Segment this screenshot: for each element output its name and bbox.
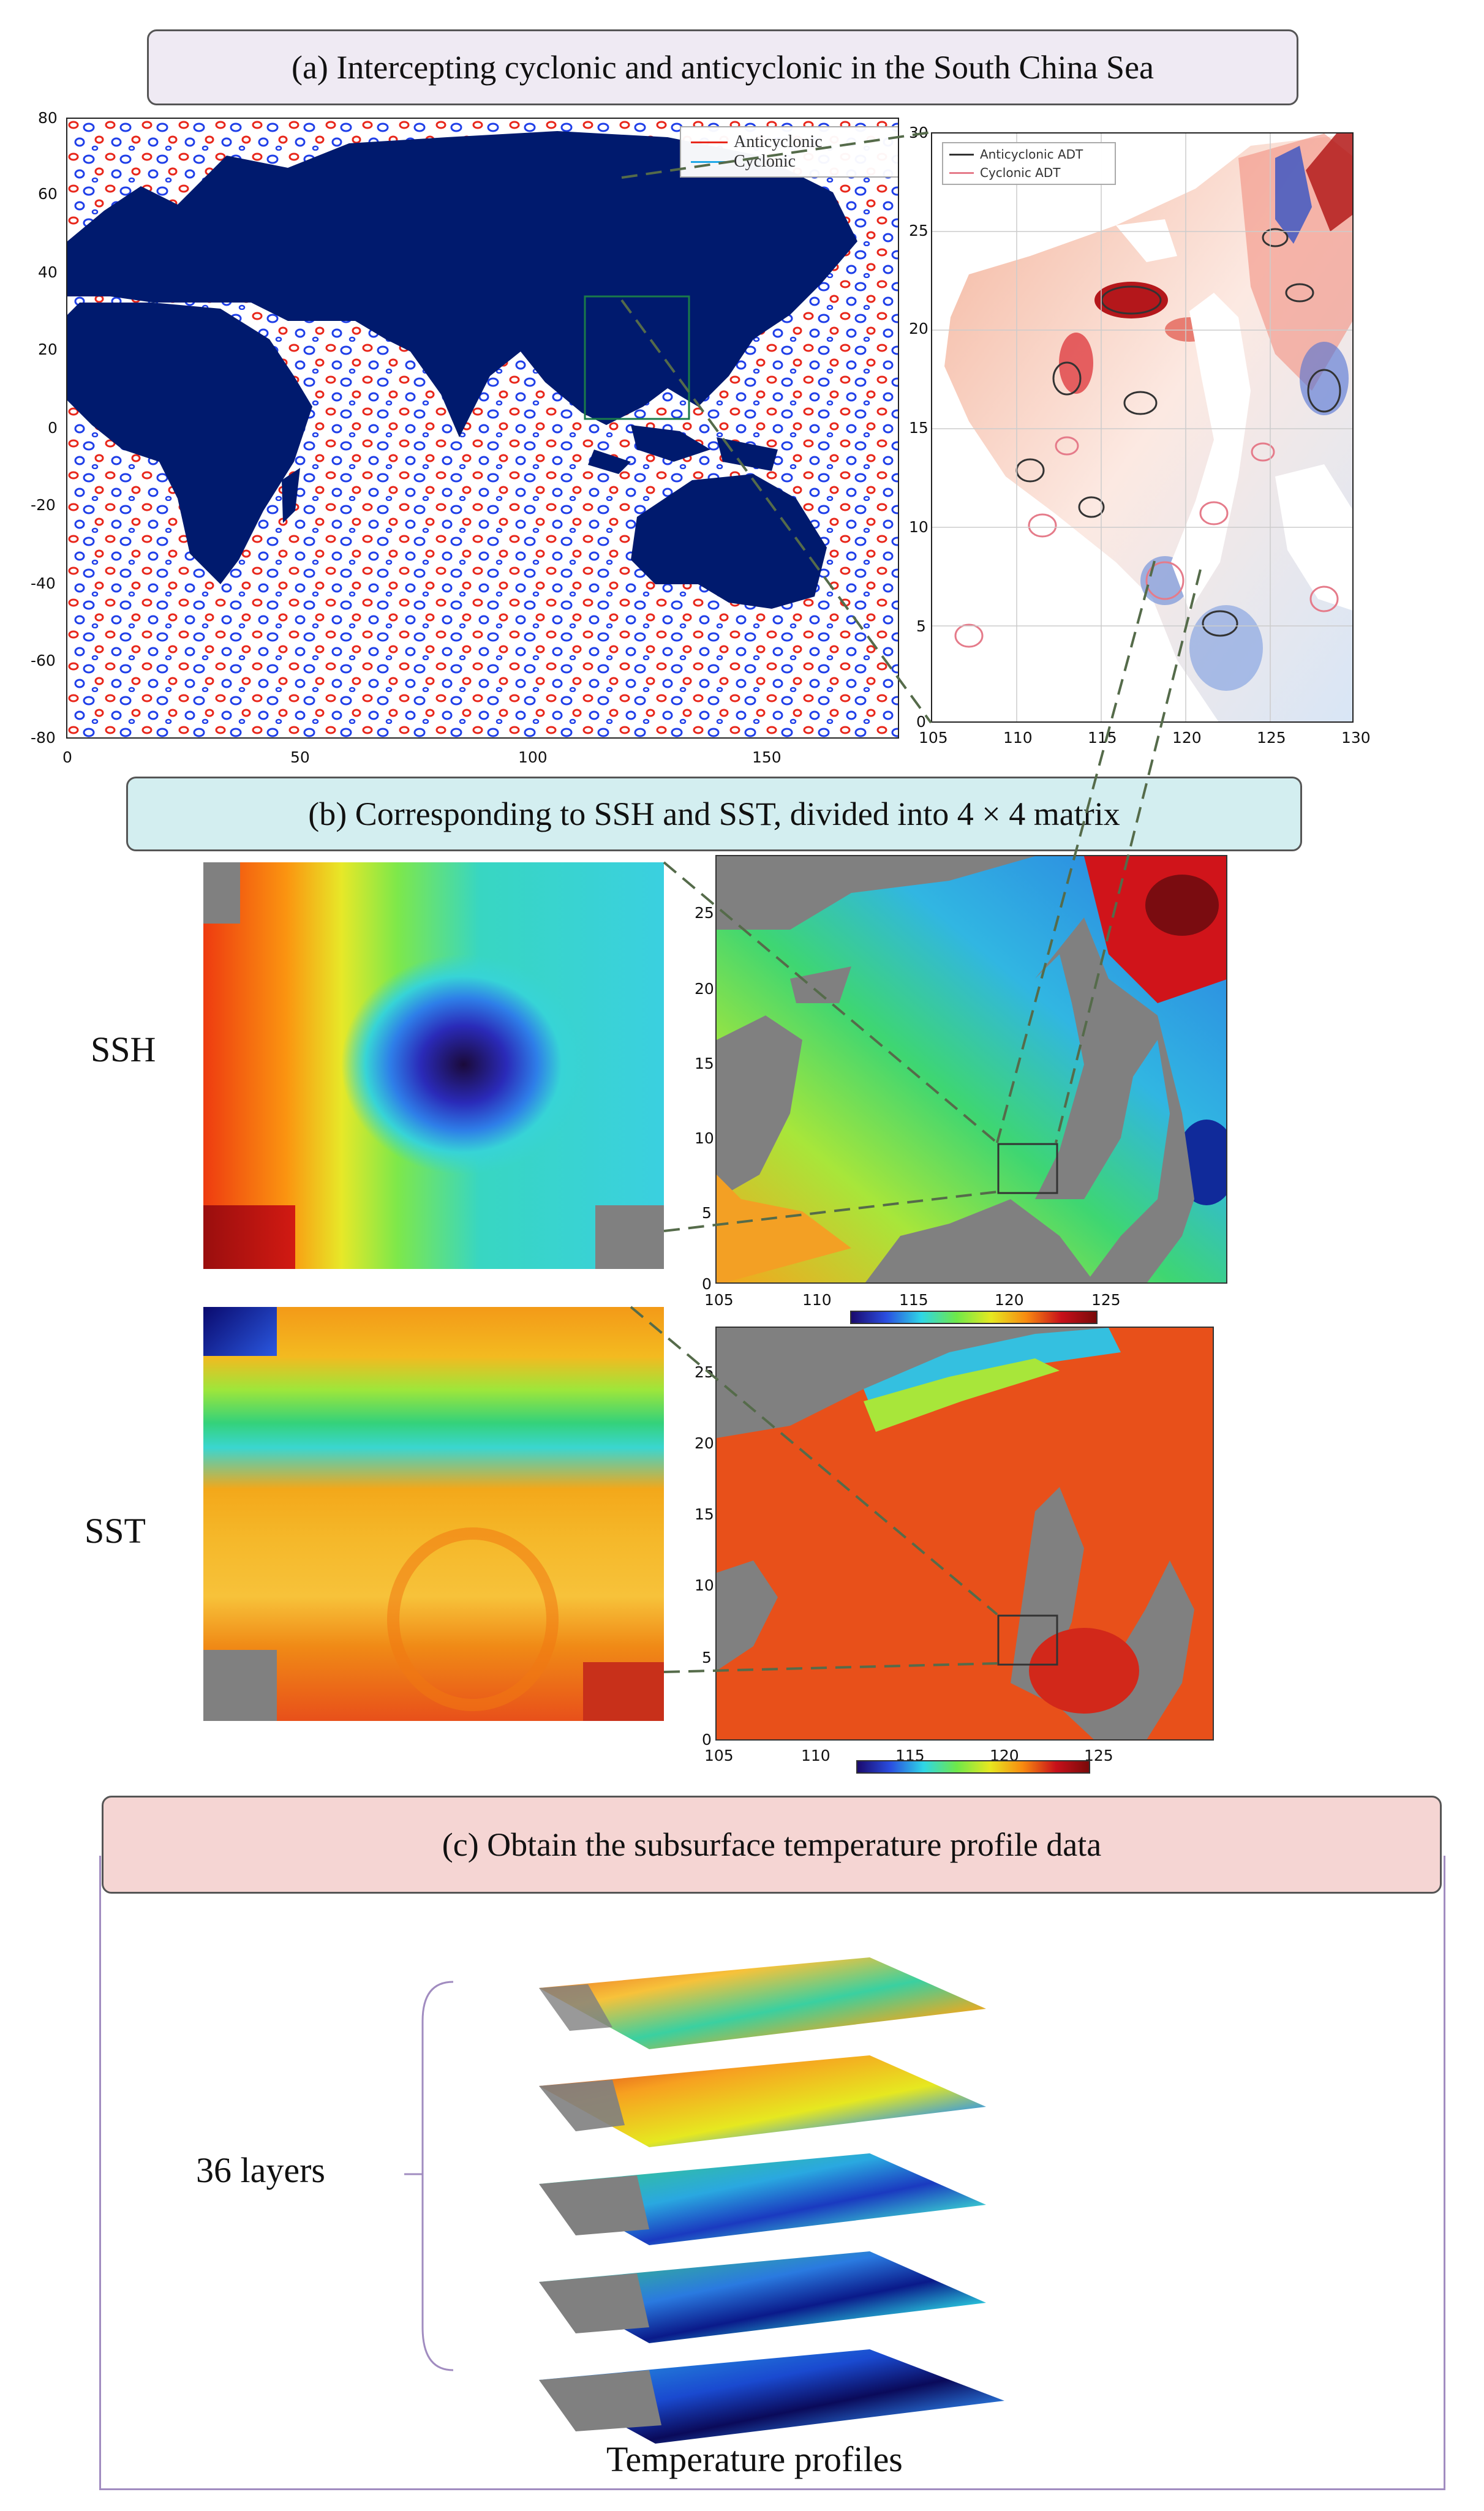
panel-b-title: (b) Corresponding to SSH and SST, divide… xyxy=(126,777,1302,851)
scs-map-legend: Anticyclonic ADT Cyclonic ADT xyxy=(942,142,1116,185)
scs-x-tick: 110 xyxy=(1003,729,1033,747)
land-madagascar xyxy=(282,468,300,523)
global-y-tick: -20 xyxy=(31,496,56,514)
sst-label: SST xyxy=(85,1511,146,1551)
sst-y-tick: 25 xyxy=(695,1363,714,1381)
sst-y-tick: 20 xyxy=(695,1434,714,1452)
sst-scs-map xyxy=(715,1327,1214,1741)
panel-b-title-text: (b) Corresponding to SSH and SST, divide… xyxy=(308,796,1120,832)
ssh-y-tick: 15 xyxy=(695,1055,714,1072)
legend-cyclonic: Cyclonic xyxy=(734,152,796,171)
land-africa xyxy=(67,303,312,584)
scs-y-tick: 5 xyxy=(916,617,926,635)
global-y-tick: 80 xyxy=(38,109,58,127)
ssh-y-tick: 10 xyxy=(695,1129,714,1147)
global-map-legend: Anticyclonic Cyclonic xyxy=(680,126,898,178)
legend-cyclonic-adt: Cyclonic ADT xyxy=(980,165,1061,180)
panel-c-title: (c) Obtain the subsurface temperature pr… xyxy=(102,1796,1442,1894)
ssh-scs-map-graphic xyxy=(717,856,1226,1282)
scs-x-tick: 120 xyxy=(1172,729,1202,747)
scs-x-tick: 130 xyxy=(1341,729,1371,747)
land-sumatra xyxy=(588,450,631,474)
layers-label: 36 layers xyxy=(196,2150,325,2190)
scs-x-tick: 125 xyxy=(1257,729,1286,747)
sst-x-tick: 105 xyxy=(704,1747,734,1764)
sst-y-tick: 5 xyxy=(702,1649,712,1666)
global-y-tick: 40 xyxy=(38,263,58,281)
scs-x-tick: 105 xyxy=(919,729,948,747)
panel-c-frame xyxy=(99,1856,1445,2490)
ssh-x-tick: 105 xyxy=(704,1291,734,1309)
scs-y-tick: 15 xyxy=(909,419,928,437)
sst-y-tick: 15 xyxy=(695,1505,714,1523)
ssh-y-tick: 5 xyxy=(702,1204,712,1222)
scs-y-tick: 20 xyxy=(909,320,928,337)
ssh-colorbar xyxy=(850,1311,1098,1324)
panel-c-title-text: (c) Obtain the subsurface temperature pr… xyxy=(442,1826,1102,1863)
ssh-scs-map xyxy=(715,855,1227,1284)
ssh-y-tick: 20 xyxy=(695,980,714,998)
scs-y-tick: 0 xyxy=(916,713,926,731)
global-x-tick: 50 xyxy=(290,748,310,766)
ssh-label: SSH xyxy=(91,1030,156,1069)
legend-anticyclonic: Anticyclonic xyxy=(734,132,823,151)
global-eddy-map: Anticyclonic Cyclonic xyxy=(66,118,899,739)
global-x-tick: 100 xyxy=(518,748,548,766)
sst-zoom-patch xyxy=(203,1307,664,1721)
scs-y-tick: 10 xyxy=(909,518,928,536)
global-y-tick: -40 xyxy=(31,574,56,592)
sst-colorbar xyxy=(856,1760,1090,1774)
scs-x-tick: 115 xyxy=(1088,729,1117,747)
ssh-y-tick: 25 xyxy=(695,904,714,922)
scs-y-tick: 30 xyxy=(909,124,928,141)
sst-y-tick: 0 xyxy=(702,1731,712,1749)
sst-scs-map-graphic xyxy=(717,1328,1213,1739)
legend-anticyclonic-adt: Anticyclonic ADT xyxy=(980,147,1083,162)
panel-a-title: (a) Intercepting cyclonic and anticyclon… xyxy=(147,29,1298,105)
global-y-tick: -60 xyxy=(31,652,56,669)
ssh-x-tick: 110 xyxy=(802,1291,832,1309)
temperature-profiles-label: Temperature profiles xyxy=(606,2439,903,2479)
global-x-tick: 0 xyxy=(62,748,72,766)
scs-adt-map: Anticyclonic ADT Cyclonic ADT xyxy=(931,132,1354,723)
global-eddy-map-graphic xyxy=(67,119,898,737)
global-y-tick: 0 xyxy=(48,419,58,437)
global-x-tick: 150 xyxy=(752,748,782,766)
ssh-x-tick: 120 xyxy=(995,1291,1024,1309)
ssh-x-tick: 115 xyxy=(899,1291,928,1309)
scs-y-tick: 25 xyxy=(909,222,928,239)
global-y-tick: -80 xyxy=(31,729,56,747)
global-y-tick: 60 xyxy=(38,185,58,203)
land-japan xyxy=(790,229,818,303)
scs-adt-map-graphic xyxy=(932,134,1352,721)
sst-x-tick: 110 xyxy=(801,1747,831,1764)
sst-y-tick: 10 xyxy=(695,1576,714,1594)
ssh-x-tick: 125 xyxy=(1091,1291,1121,1309)
ssh-zoom-patch xyxy=(203,862,664,1269)
global-y-tick: 20 xyxy=(38,341,58,358)
ssh-y-tick: 0 xyxy=(702,1275,712,1293)
panel-a-title-text: (a) Intercepting cyclonic and anticyclon… xyxy=(291,49,1154,86)
